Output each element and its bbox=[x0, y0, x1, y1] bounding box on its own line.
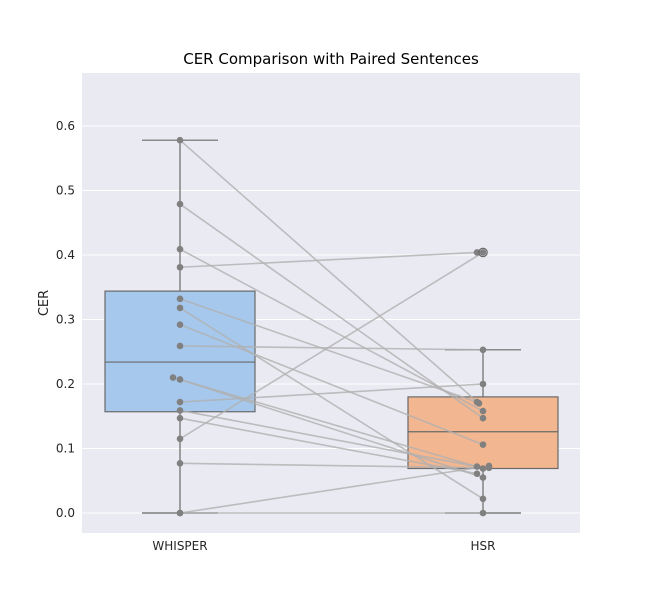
x-tick-label-hsr: HSR bbox=[471, 539, 496, 553]
whisper-point bbox=[176, 342, 184, 350]
whisper-point bbox=[176, 321, 184, 328]
y-tick-label: 0.2 bbox=[56, 377, 75, 391]
outlier-marker bbox=[478, 247, 488, 258]
x-tick-labels: WHISPER HSR bbox=[152, 539, 495, 553]
hsr-point bbox=[479, 380, 487, 388]
data-points bbox=[169, 136, 493, 517]
hsr-point bbox=[479, 249, 487, 256]
y-tick-label: 0.3 bbox=[56, 313, 75, 327]
hsr-point bbox=[479, 509, 487, 517]
whisper-point bbox=[176, 263, 184, 271]
whisper-point bbox=[176, 407, 184, 414]
hsr-point bbox=[473, 398, 481, 406]
hsr-point bbox=[479, 414, 487, 422]
whisper-point bbox=[176, 414, 184, 422]
y-axis-label: CER bbox=[37, 290, 52, 316]
whisper-point bbox=[176, 376, 184, 383]
whisper-point bbox=[176, 435, 184, 443]
pair-line bbox=[179, 203, 484, 419]
whisper-point bbox=[176, 304, 184, 312]
y-tick-labels: 0.0 0.1 0.2 0.3 0.4 0.5 0.6 bbox=[56, 119, 75, 520]
y-tick-label: 0.1 bbox=[56, 442, 75, 456]
hsr-point bbox=[479, 474, 487, 481]
pair-line bbox=[179, 251, 478, 269]
hsr-point bbox=[479, 495, 487, 503]
hsr-point bbox=[473, 463, 481, 470]
hsr-point bbox=[485, 462, 493, 470]
pair-line bbox=[179, 248, 484, 412]
hsr-point bbox=[479, 346, 487, 354]
whisper-point bbox=[176, 200, 184, 208]
pair-line bbox=[179, 298, 478, 403]
y-tick-label: 0.6 bbox=[56, 119, 75, 133]
pair-line bbox=[179, 383, 484, 403]
y-tick-label: 0.4 bbox=[56, 248, 75, 262]
pair-line bbox=[179, 139, 480, 404]
x-tick-label-whisper: WHISPER bbox=[152, 539, 207, 553]
hsr-point bbox=[479, 465, 487, 472]
box-body bbox=[104, 290, 256, 413]
pair-line bbox=[179, 465, 490, 514]
chart-title: CER Comparison with Paired Sentences bbox=[183, 50, 479, 68]
pair-lines bbox=[172, 139, 490, 514]
hsr-point bbox=[473, 470, 481, 477]
pair-line bbox=[179, 378, 484, 479]
whisper-point bbox=[176, 295, 184, 303]
pair-line bbox=[172, 376, 484, 470]
y-tick-label: 0.5 bbox=[56, 184, 75, 198]
pair-line bbox=[179, 323, 484, 446]
hsr-point bbox=[479, 441, 487, 448]
pair-line bbox=[179, 417, 478, 475]
whisper-point bbox=[169, 374, 177, 381]
whisper-point bbox=[176, 245, 184, 253]
pair-line bbox=[179, 345, 484, 351]
whisper-point bbox=[176, 398, 184, 406]
whisper-point bbox=[176, 509, 184, 517]
pair-line bbox=[179, 409, 478, 468]
hsr-point bbox=[479, 407, 487, 415]
y-tick-label: 0.0 bbox=[56, 506, 75, 520]
pair-line bbox=[179, 251, 484, 440]
whisper-point bbox=[176, 460, 184, 467]
pair-line bbox=[179, 462, 490, 469]
whisper-point bbox=[176, 136, 184, 144]
